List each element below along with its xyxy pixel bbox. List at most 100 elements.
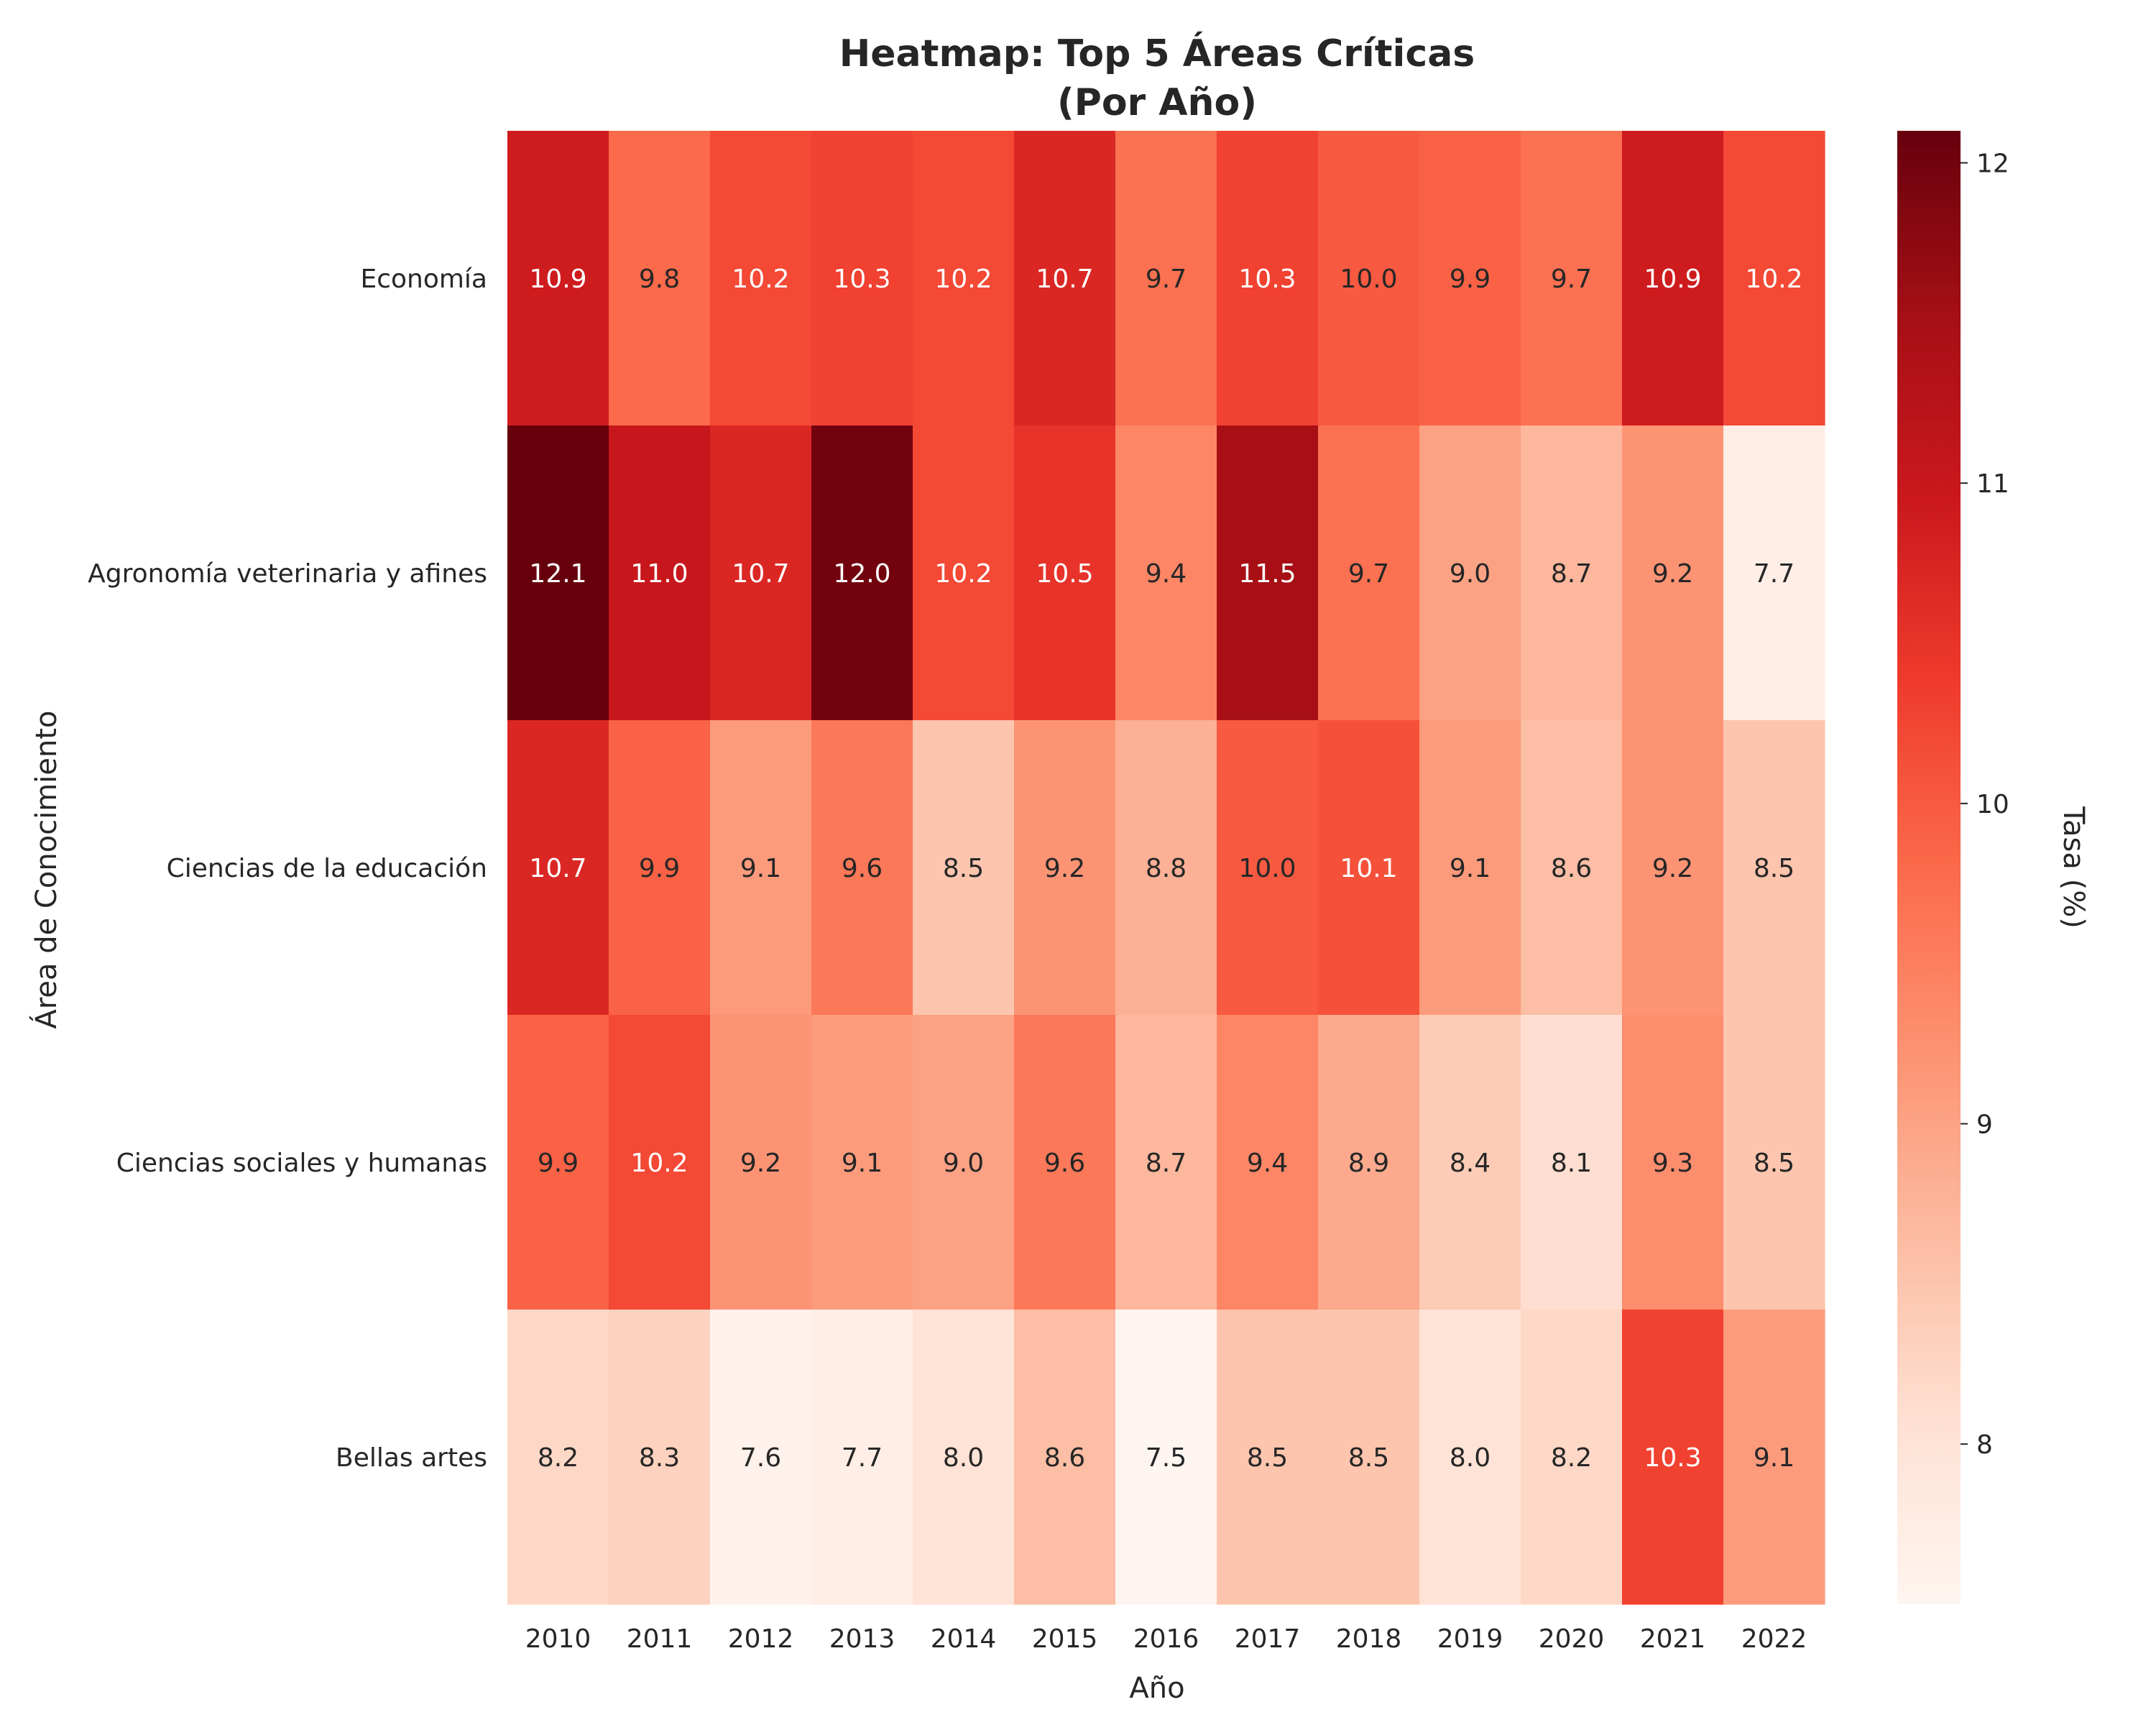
x-axis-label: Año: [1129, 1672, 1184, 1705]
heatmap-cell: [1318, 1310, 1420, 1605]
colorbar: [1897, 131, 1961, 1604]
heatmap-cell: [913, 131, 1015, 426]
cell-value-label: 7.7: [1754, 559, 1795, 589]
cell-value-label: 9.3: [1652, 1149, 1693, 1178]
x-tick-label: 2019: [1437, 1624, 1503, 1654]
cell-value-label: 10.2: [934, 559, 992, 589]
heatmap-cell: [1318, 1015, 1420, 1310]
heatmap-cell: [507, 1310, 609, 1605]
cell-value-label: 10.5: [1036, 559, 1093, 589]
heatmap-cell: [1723, 131, 1825, 426]
heatmap-cell: [1521, 1310, 1623, 1605]
cell-value-label: 8.9: [1348, 1149, 1389, 1178]
x-tick-labels: 2010 2011 2012 2013 2014 2015 2016 2017 2018 2019…: [525, 1624, 1807, 1654]
heatmap-cell: [507, 1015, 609, 1310]
x-tick-label: 2015: [1032, 1624, 1098, 1654]
heatmap-cell: [913, 426, 1015, 721]
cell-value-label: 10.3: [1644, 1443, 1701, 1473]
cell-value-label: 9.1: [1450, 854, 1491, 883]
heatmap-cell: [913, 720, 1015, 1016]
heatmap-cell: [1419, 426, 1521, 721]
heatmap-cell: [1318, 426, 1420, 721]
heatmap-cell: [1723, 720, 1825, 1016]
heatmap-cell: [1723, 426, 1825, 721]
cell-value-label: 10.7: [732, 559, 789, 589]
x-tick-label: 2014: [931, 1624, 997, 1654]
cell-value-label: 11.0: [630, 559, 688, 589]
cell-value-label: 10.2: [934, 264, 992, 294]
heatmap-cell: [1419, 1310, 1521, 1605]
x-tick-label: 2012: [728, 1624, 794, 1654]
cell-value-label: 9.2: [740, 1149, 781, 1178]
heatmap-cell: [507, 426, 609, 721]
cell-value-label: 11.5: [1238, 559, 1296, 589]
cell-value-label: 10.3: [1238, 264, 1296, 294]
heatmap-cell: [609, 131, 711, 426]
heatmap-cell: [1622, 1310, 1724, 1605]
chart-title: Heatmap: Top 5 Áreas Críticas: [839, 32, 1475, 75]
cell-value-label: 8.5: [1754, 1149, 1795, 1178]
cell-value-label: 10.2: [732, 264, 789, 294]
cell-value-label: 10.0: [1340, 264, 1397, 294]
cell-value-label: 9.9: [1450, 264, 1491, 294]
cell-value-label: 10.0: [1238, 854, 1296, 883]
heatmap-cell: [1622, 131, 1724, 426]
cell-value-label: 7.7: [842, 1443, 883, 1473]
heatmap-cell: [1521, 131, 1623, 426]
y-tick-label: Economía: [360, 264, 487, 294]
cell-value-label: 12.1: [529, 559, 586, 589]
colorbar-tick-label: 11: [1976, 469, 2009, 499]
cell-value-label: 9.9: [538, 1149, 579, 1178]
cell-value-label: 10.9: [529, 264, 586, 294]
heatmap-cell: [1217, 131, 1319, 426]
y-tick-label: Ciencias sociales y humanas: [116, 1149, 487, 1178]
cell-value-label: 9.1: [740, 854, 781, 883]
cell-value-label: 9.7: [1146, 264, 1187, 294]
cell-value-label: 8.4: [1450, 1149, 1491, 1178]
heatmap-cell: [1419, 1015, 1521, 1310]
x-tick-label: 2022: [1741, 1624, 1807, 1654]
heatmap-cell: [1622, 1015, 1724, 1310]
heatmap-cell: [1115, 1015, 1217, 1310]
x-tick-label: 2013: [829, 1624, 895, 1654]
heatmap-cell: [507, 720, 609, 1016]
cell-value-label: 10.2: [1745, 264, 1802, 294]
cell-value-label: 9.8: [639, 264, 680, 294]
cell-value-label: 8.5: [1247, 1443, 1288, 1473]
heatmap-cell: [1521, 1015, 1623, 1310]
heatmap-cell: [710, 1015, 812, 1310]
x-tick-label: 2018: [1336, 1624, 1402, 1654]
cell-value-label: 8.8: [1146, 854, 1187, 883]
colorbar-ticks: 8 9 10 11 12: [1961, 150, 2009, 1460]
heatmap-cell: [1115, 426, 1217, 721]
heatmap-cell: [1115, 131, 1217, 426]
cell-value-label: 9.0: [1450, 559, 1491, 589]
heatmap-cell: [710, 131, 812, 426]
cell-value-label: 8.6: [1044, 1443, 1085, 1473]
heatmap-cell: [1217, 1015, 1319, 1310]
heatmap-cell: [1318, 131, 1420, 426]
cell-value-label: 9.2: [1652, 854, 1693, 883]
cell-value-label: 9.2: [1652, 559, 1693, 589]
y-tick-label: Bellas artes: [336, 1443, 487, 1473]
heatmap-cell: [1318, 720, 1420, 1016]
cell-value-label: 9.2: [1044, 854, 1085, 883]
heatmap-cell: [811, 1015, 913, 1310]
heatmap-cell: [1622, 720, 1724, 1016]
cell-value-label: 10.2: [630, 1149, 688, 1178]
x-tick-label: 2016: [1133, 1624, 1199, 1654]
heatmap-cell: [1521, 720, 1623, 1016]
cell-value-label: 9.9: [639, 854, 680, 883]
colorbar-tick-label: 9: [1976, 1110, 1993, 1140]
x-tick-label: 2021: [1640, 1624, 1706, 1654]
x-tick-label: 2010: [525, 1624, 591, 1654]
x-tick-label: 2017: [1235, 1624, 1301, 1654]
y-tick-label: Agronomía veterinaria y afines: [88, 559, 487, 589]
cell-value-label: 8.0: [1450, 1443, 1491, 1473]
cell-value-label: 10.9: [1644, 264, 1701, 294]
heatmap-cell: [1217, 720, 1319, 1016]
heatmap-cell: [1014, 426, 1116, 721]
cell-value-label: 9.1: [842, 1149, 883, 1178]
heatmap-cell: [1115, 720, 1217, 1016]
